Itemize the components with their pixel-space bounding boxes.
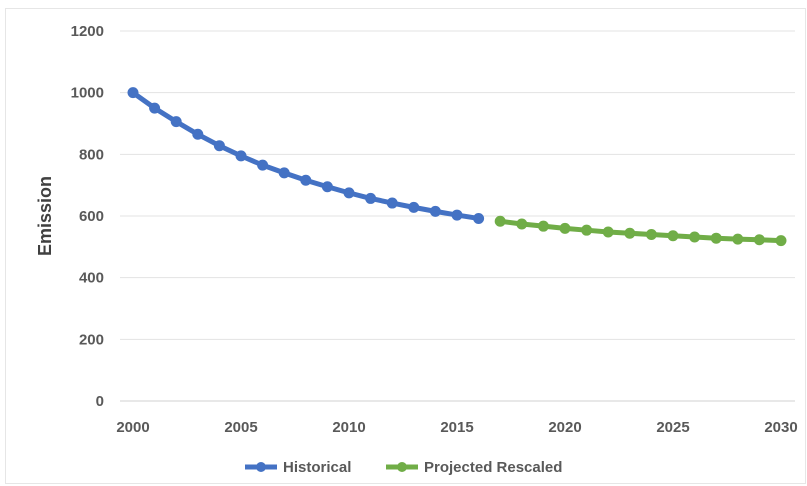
data-point [451,209,463,221]
data-point [667,230,679,242]
data-point [753,234,765,246]
y-tick-label: 0 [96,393,104,410]
x-tick-label: 2030 [764,419,797,436]
data-point [127,87,139,99]
series-lines [127,87,787,247]
data-point [213,140,225,152]
data-point [235,150,247,162]
data-point [278,167,290,179]
legend-marker [397,462,407,472]
data-point [149,102,161,114]
y-tick-label: 800 [79,146,104,163]
data-point [343,187,355,199]
data-point [624,227,636,239]
data-point [516,218,528,230]
data-point [408,201,420,213]
y-tick-label: 400 [79,270,104,287]
legend-label: Projected Rescaled [424,459,562,476]
y-tick-label: 200 [79,331,104,348]
data-point [170,116,182,128]
legend-item: Projected Rescaled [386,459,562,476]
data-point [386,197,398,209]
y-tick-label: 600 [79,208,104,225]
data-point [192,128,204,140]
data-point [365,192,377,204]
legend: Historical Projected Rescaled [245,459,562,476]
legend-label: Historical [283,459,351,476]
series-line [130,90,482,221]
x-tick-label: 2000 [116,419,149,436]
x-tick-labels: 2000 2005 2010 2015 2020 2025 2030 [116,419,797,436]
data-point [300,174,312,186]
x-tick-label: 2020 [548,419,581,436]
data-point [257,159,269,171]
series-2 [494,215,787,247]
data-point [429,205,441,217]
data-point [581,224,593,236]
legend-marker [256,462,266,472]
data-point [645,229,657,240]
chart-frame [5,8,806,484]
x-tick-label: 2025 [656,419,689,436]
series-1 [127,87,485,224]
data-point [602,226,614,238]
x-tick-label: 2010 [332,419,365,436]
legend-item: Historical [245,459,351,476]
y-tick-label: 1000 [71,85,104,102]
x-tick-label: 2015 [440,419,473,436]
data-point [321,181,333,193]
data-point [494,215,506,227]
data-point [732,233,744,245]
data-point [559,222,571,234]
data-point [537,220,549,232]
y-tick-labels: 0 200 400 600 800 1000 1200 [71,23,104,410]
y-tick-label: 1200 [71,23,104,40]
y-axis-title: Emission [35,176,55,256]
data-point [710,232,722,244]
data-point [473,212,485,224]
data-point [689,231,701,243]
data-point [775,235,787,247]
x-tick-label: 2005 [224,419,257,436]
